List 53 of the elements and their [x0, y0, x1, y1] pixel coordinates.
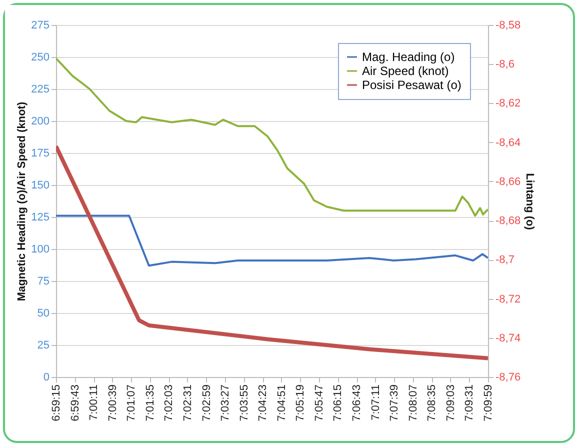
x-tick-label: 7:06:43 [351, 384, 363, 422]
x-tick-label: 7:08:07 [407, 384, 420, 422]
x-tick-label: 7:01:35 [144, 384, 156, 422]
x-tick-label: 7:00:39 [106, 384, 119, 422]
x-tick-label: 7:07:39 [388, 384, 401, 422]
x-tick-label: 7:02:59 [200, 384, 213, 422]
x-tick-label: 7:03:55 [238, 384, 250, 422]
x-tick-label: 7:01:07 [126, 384, 138, 422]
x-tick-label: 7:09:03 [444, 384, 457, 422]
x-tick-label: 7:09:31 [464, 384, 476, 422]
x-tick-label: 6:59:43 [69, 384, 82, 422]
legend-label: Mag. Heading (o) [362, 50, 455, 64]
x-tick-label: 7:07:11 [370, 384, 382, 420]
y2-tick-label: -8,62 [496, 98, 521, 110]
y2-axis-title: Lintang (o) [524, 173, 536, 230]
x-tick-label: 6:59:15 [50, 384, 62, 422]
y2-tick-label: -8,66 [496, 176, 521, 188]
y-tick-label: 250 [31, 52, 50, 64]
y-tick-label: 275 [31, 20, 50, 32]
y-tick-label: 0 [43, 372, 50, 384]
y-tick-label: 225 [31, 84, 50, 96]
y-tick-label: 100 [31, 244, 50, 256]
y2-tick-label: -8,7 [496, 254, 514, 266]
y-tick-label: 50 [37, 308, 50, 320]
x-tick-label: 7:03:27 [220, 384, 232, 422]
legend-label: Posisi Pesawat (o) [362, 78, 462, 92]
y-tick-label: 175 [31, 148, 50, 160]
x-tick-label: 7:05:47 [313, 384, 326, 422]
x-tick-label: 7:02:03 [163, 384, 176, 422]
y-axis-title: Magnetic Heading (o)/Air Speed (knot) [16, 102, 28, 302]
line-series [56, 144, 488, 360]
y2-tick-label: -8,76 [496, 372, 521, 384]
y-tick-label: 125 [31, 212, 50, 224]
x-tick-label: 7:09:59 [482, 384, 494, 422]
line-series [56, 214, 488, 267]
y2-tick-label: -8,72 [496, 293, 521, 306]
y-tick-label: 25 [37, 340, 50, 352]
x-tick-label: 7:05:19 [294, 384, 307, 422]
y2-tick-label: -8,6 [496, 58, 514, 71]
x-tick-label: 7:06:15 [332, 384, 344, 422]
x-tick-label: 7:04:23 [257, 384, 270, 422]
y2-tick-label: -8,68 [496, 215, 521, 228]
y-tick-label: 150 [31, 180, 50, 192]
x-tick-label: 7:00:11 [88, 384, 100, 420]
legend-label: Air Speed (knot) [362, 64, 449, 78]
x-tick-label: 7:02:31 [182, 384, 194, 422]
x-tick-label: 7:08:35 [426, 384, 438, 422]
y2-tick-label: -8,64 [496, 136, 521, 149]
y2-tick-label: -8,58 [496, 20, 521, 32]
y2-tick-label: -8,74 [496, 332, 521, 344]
y-tick-label: 200 [31, 116, 50, 128]
y-tick-label: 75 [37, 276, 50, 288]
x-tick-label: 7:04:51 [276, 384, 288, 422]
